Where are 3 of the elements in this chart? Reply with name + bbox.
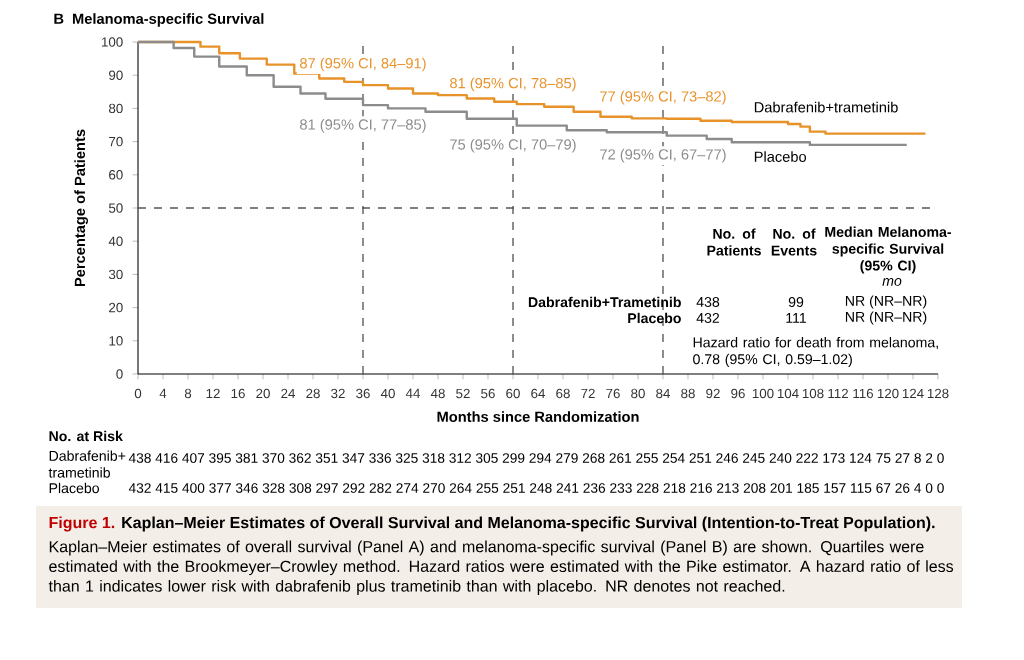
text: Kaplan–Meier estimates of overall survival (Panel A) and melanoma-specific survival (Panel B) are shown. Quartiles were estimated with the Brookmeyer–Crowley method. Hazard ratios were estimated with the Pike estimator. A hazard ratio of less than 1 indicates lower risk with dabrafenib plus trametinib than with placebo. NR denotes not reached. (48, 540, 954, 595)
caption: Figure 1. (49, 516, 115, 532)
text: Kaplan–Meier Estimates of Overall Survival and Melanoma-specific Survival (Intention-to-Treat Population). (122, 516, 935, 532)
